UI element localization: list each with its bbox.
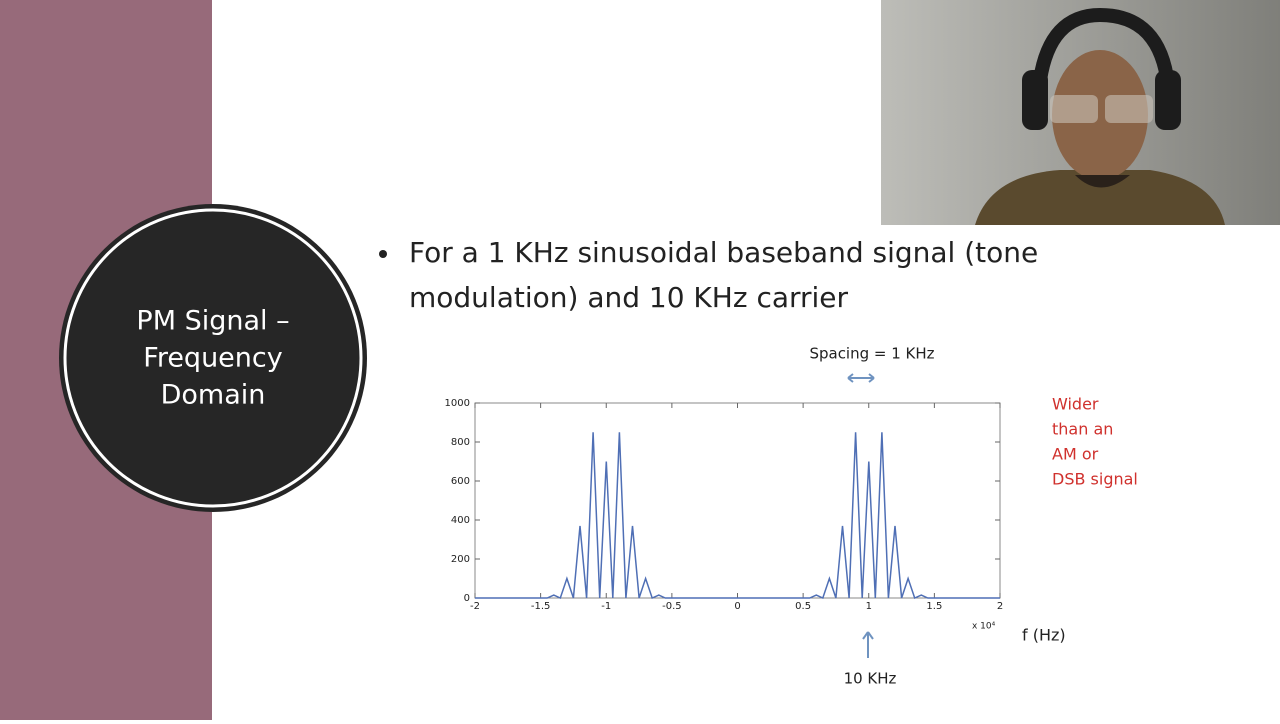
bullet-dot xyxy=(379,250,387,258)
plot-frame xyxy=(474,402,1001,599)
y-tick-label: 200 xyxy=(451,554,470,565)
carrier-arrow xyxy=(862,631,874,658)
note-line: than an xyxy=(1052,420,1113,439)
chart: 0 200 400 600 800 1000 -2 -1.5 -1 -0.5 0 0.5 1 1.5 2 xyxy=(445,398,1004,612)
x-tick-label: -2 xyxy=(470,601,480,612)
x-tick-label: 0.5 xyxy=(795,601,811,612)
x-tick-label: 0 xyxy=(734,601,740,612)
note-annotation: Wider than an AM or DSB signal xyxy=(1052,395,1138,489)
x-axis-label: f (Hz) xyxy=(1022,626,1066,645)
spectrum-line xyxy=(475,432,1000,600)
note-line: AM or xyxy=(1052,445,1099,464)
y-tick-label: 400 xyxy=(451,515,470,526)
title-line: Domain xyxy=(161,380,266,411)
title-circle-outer xyxy=(59,204,367,512)
y-tick-label: 0 xyxy=(464,593,470,604)
y-tick-label: 600 xyxy=(451,476,470,487)
spacing-annotation: Spacing = 1 KHz xyxy=(809,345,934,363)
note-line: Wider xyxy=(1052,395,1099,414)
bullet-text: For a 1 KHz sinusoidal baseband signal (… xyxy=(409,236,1038,314)
x-tick-label: -1 xyxy=(601,601,611,612)
x-tick-label: 2 xyxy=(997,601,1003,612)
y-tick-label: 1000 xyxy=(445,398,470,409)
x-tick-label: -1.5 xyxy=(531,601,551,612)
title-line: PM Signal – xyxy=(136,306,289,337)
title-circle-ring xyxy=(63,208,363,508)
y-tick-label: 800 xyxy=(451,437,470,448)
carrier-annotation: 10 KHz xyxy=(844,670,897,688)
x-tick-label: 1 xyxy=(866,601,872,612)
x-multiplier: x 10⁴ xyxy=(972,622,996,632)
bullet-line: modulation) and 10 KHz carrier xyxy=(409,281,849,314)
x-tick-label: 1.5 xyxy=(926,601,942,612)
note-line: DSB signal xyxy=(1052,470,1138,489)
x-tick-label: -0.5 xyxy=(662,601,682,612)
title-line: Frequency xyxy=(143,343,283,374)
slide-title: PM Signal – Frequency Domain xyxy=(136,306,289,411)
webcam xyxy=(881,0,1280,225)
spacing-arrow xyxy=(847,373,875,383)
bullet-line: For a 1 KHz sinusoidal baseband signal (… xyxy=(409,236,1038,269)
